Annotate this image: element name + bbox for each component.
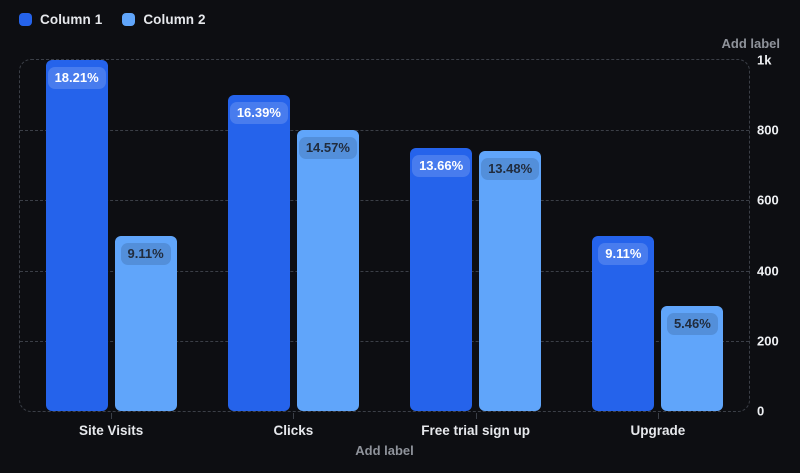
y-axis-tick-label-600: 600 bbox=[757, 192, 779, 208]
y-axis-tick-label-800: 800 bbox=[757, 122, 779, 138]
legend-swatch-column-1-icon bbox=[19, 13, 32, 26]
legend-label-column-2: Column 2 bbox=[143, 12, 206, 27]
bar-value-label: 5.46% bbox=[666, 312, 718, 335]
bar-column-2-free-trial-sign-up[interactable]: 13.48% bbox=[479, 151, 542, 411]
x-axis-category-label-upgrade: Upgrade bbox=[630, 423, 686, 438]
bar-column-1-free-trial-sign-up[interactable]: 13.66% bbox=[410, 147, 473, 411]
x-axis-tick bbox=[111, 413, 113, 419]
bar-column-1-clicks[interactable]: 16.39% bbox=[227, 95, 290, 411]
bar-column-2-upgrade[interactable]: 5.46% bbox=[661, 305, 724, 411]
bar-value-label: 9.11% bbox=[120, 242, 171, 265]
y-axis-tick-label-400: 400 bbox=[757, 263, 779, 279]
gridline-400 bbox=[20, 270, 749, 272]
bar-column-2-clicks[interactable]: 14.57% bbox=[296, 130, 359, 411]
bar-value-label: 14.57% bbox=[298, 137, 357, 160]
gridline-800 bbox=[20, 130, 749, 132]
bar-value-label: 9.11% bbox=[598, 242, 649, 265]
bar-column-1-upgrade[interactable]: 9.11% bbox=[592, 235, 655, 411]
x-axis-category-label-site-visits: Site Visits bbox=[78, 423, 144, 438]
x-axis-category-label-free-trial-sign-up: Free trial sign up bbox=[421, 423, 531, 438]
legend-label-column-1: Column 1 bbox=[40, 12, 103, 27]
bar-column-1-site-visits[interactable]: 18.21% bbox=[45, 60, 108, 411]
gridline-600 bbox=[20, 200, 749, 202]
x-axis-category-label-clicks: Clicks bbox=[273, 423, 314, 438]
bar-column-2-site-visits[interactable]: 9.11% bbox=[114, 235, 177, 411]
y-axis-title-placeholder[interactable]: Add label bbox=[721, 36, 780, 51]
legend-item-column-2[interactable]: Column 2 bbox=[122, 12, 206, 27]
x-axis-title-placeholder[interactable]: Add label bbox=[355, 443, 414, 458]
bar-value-label: 16.39% bbox=[229, 102, 288, 125]
legend-item-column-1[interactable]: Column 1 bbox=[19, 12, 102, 27]
legend: Column 1 Column 2 bbox=[19, 12, 206, 27]
x-axis-tick bbox=[293, 413, 295, 419]
x-axis-tick bbox=[475, 413, 477, 419]
bar-value-label: 13.48% bbox=[481, 158, 540, 181]
legend-swatch-column-2-icon bbox=[122, 13, 136, 26]
plot-area: 18.21% 9.11% 16.39% 14.57% 13.66% 13.48% 9.11%… bbox=[19, 59, 750, 412]
y-axis-tick-label-0: 0 bbox=[757, 403, 765, 419]
bar-value-label: 18.21% bbox=[47, 67, 106, 89]
x-axis-tick bbox=[657, 413, 659, 419]
bar-value-label: 13.66% bbox=[412, 154, 471, 177]
gridline-200 bbox=[20, 340, 749, 342]
y-axis-tick-label-200: 200 bbox=[757, 333, 779, 349]
y-axis-tick-label-1k: 1k bbox=[757, 52, 772, 68]
